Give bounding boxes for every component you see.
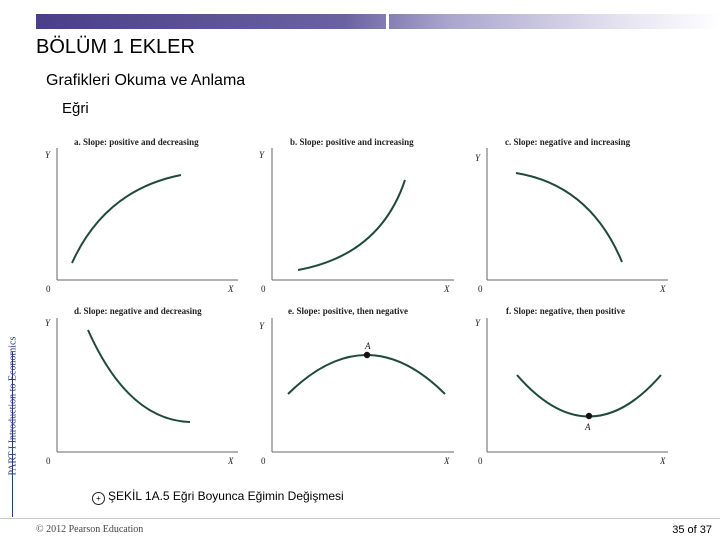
panel-f-curve (516, 374, 662, 418)
panel-a-origin: 0 (46, 284, 51, 294)
panel-e-y-label: Y (259, 321, 265, 331)
panel-a-x-label: X (227, 284, 234, 294)
panel-b-x-label: X (443, 284, 450, 294)
panel-c-title: c. Slope: negative and increasing (505, 137, 631, 147)
panel-d: d. Slope: negative and decreasing Y X 0 (45, 306, 238, 466)
panel-c-curve (515, 172, 623, 263)
panel-a: a. Slope: positive and decreasing Y X 0 (45, 137, 238, 294)
panel-d-y-label: Y (45, 318, 51, 328)
panel-b-origin: 0 (261, 284, 266, 294)
slide-title: BÖLÜM 1 EKLER (36, 36, 195, 58)
page-number: 35 of 37 (672, 524, 712, 536)
panel-b: b. Slope: positive and increasing Y X 0 (259, 137, 454, 294)
panel-e-point-a (363, 351, 371, 359)
panel-d-title: d. Slope: negative and decreasing (74, 306, 202, 316)
footer-rule (0, 518, 720, 519)
panel-c: c. Slope: negative and increasing Y X 0 (475, 137, 668, 294)
panel-f-y-label: Y (475, 318, 481, 328)
circled-plus-icon[interactable]: + (92, 492, 105, 505)
panel-f-point-a (585, 412, 593, 420)
panel-b-title: b. Slope: positive and increasing (290, 137, 414, 147)
panel-c-x-label: X (659, 284, 666, 294)
panel-c-y-label: Y (475, 153, 481, 163)
caption-text: ŞEKİL 1A.5 Eğri Boyunca Eğimin Değişmesi (108, 489, 344, 503)
panel-e-curve (287, 354, 446, 395)
title-accent-bar (36, 14, 720, 29)
panel-d-x-label: X (227, 456, 234, 466)
panel-f-title: f. Slope: negative, then positive (506, 306, 625, 316)
panel-a-title: a. Slope: positive and decreasing (74, 137, 199, 147)
copyright: © 2012 Pearson Education (36, 524, 144, 535)
panel-e-x-label: X (443, 456, 450, 466)
panel-f-point-label: A (584, 422, 591, 432)
side-rule (12, 352, 13, 517)
slide-subtitle: Grafikleri Okuma ve Anlama (46, 72, 246, 89)
panel-f-origin: 0 (478, 456, 483, 466)
panel-d-curve (87, 329, 191, 423)
title-accent-gap (386, 14, 389, 29)
panel-f: f. Slope: negative, then positive Y X 0 … (475, 306, 668, 466)
panel-c-origin: 0 (478, 284, 483, 294)
panel-e: e. Slope: positive, then negative Y X 0 … (259, 306, 454, 466)
panel-e-origin: 0 (261, 456, 266, 466)
panel-e-title: e. Slope: positive, then negative (288, 306, 408, 316)
panel-f-x-label: X (659, 456, 666, 466)
panel-d-origin: 0 (46, 456, 51, 466)
figure-caption: + ŞEKİL 1A.5 Eğri Boyunca Eğimin Değişmes… (92, 489, 344, 505)
panel-a-curve (71, 174, 182, 264)
panel-e-point-label: A (364, 341, 371, 351)
panel-b-curve (297, 179, 406, 271)
panel-a-y-label: Y (45, 150, 51, 160)
panel-b-y-label: Y (259, 150, 265, 160)
bullet-label: Eğri (62, 100, 89, 117)
